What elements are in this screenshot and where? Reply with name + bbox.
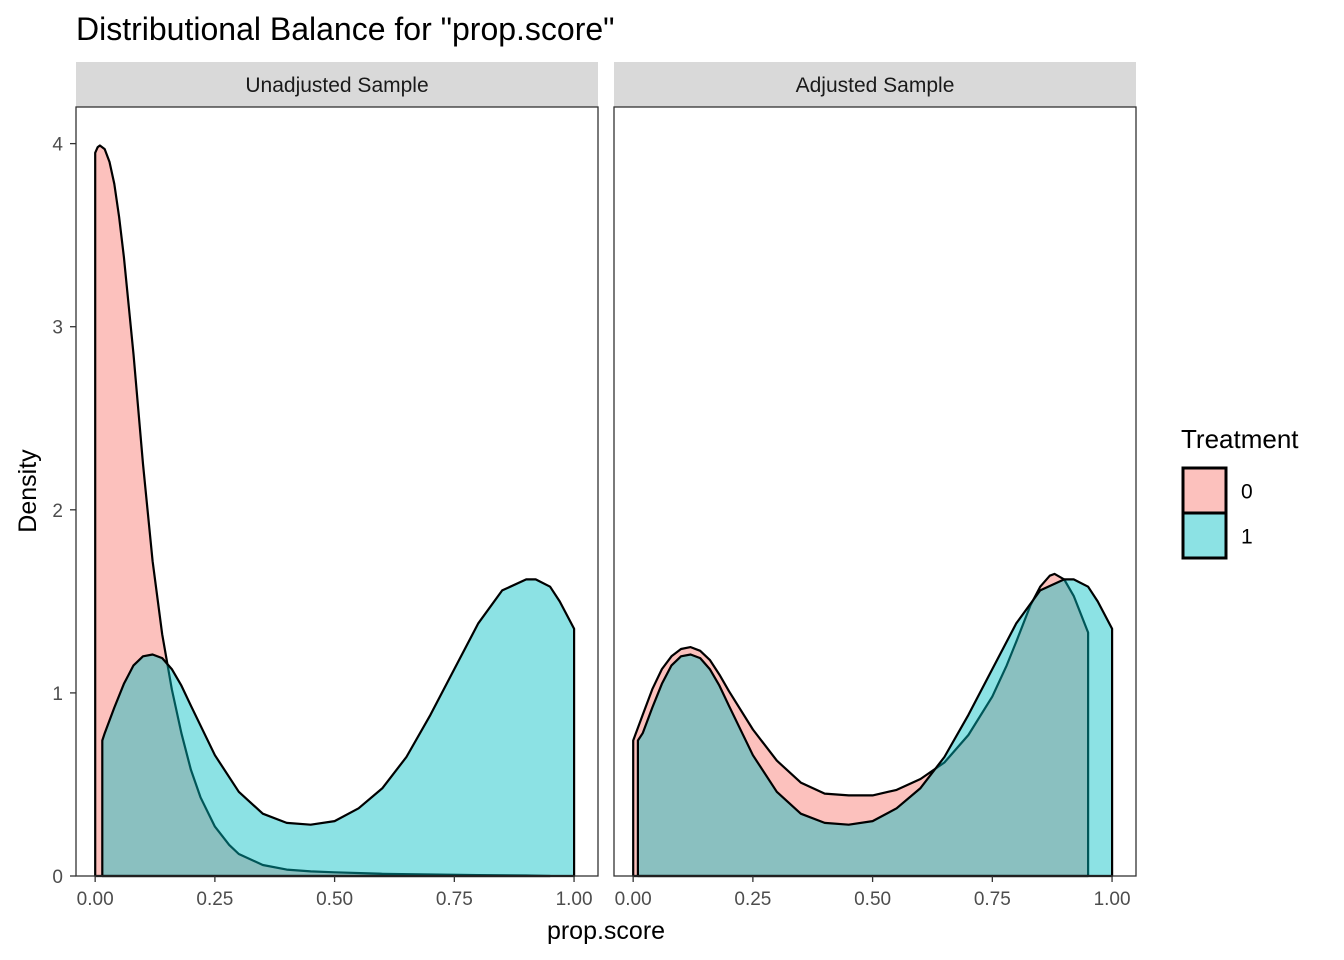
x-tick-label: 0.75	[974, 889, 1011, 910]
x-tick-label: 0.00	[77, 889, 114, 910]
density-area-treatment-1	[101, 578, 576, 878]
legend-label: 1	[1241, 526, 1253, 549]
density-area-treatment-0	[632, 572, 1090, 878]
y-tick-label: 4	[52, 135, 63, 156]
x-tick-label: 0.25	[196, 889, 233, 910]
facet-strip-label: Unadjusted Sample	[245, 74, 428, 97]
facet-strip	[614, 62, 1136, 107]
x-tick-label: 0.75	[436, 889, 473, 910]
x-tick-label: 0.50	[316, 889, 353, 910]
y-tick-label: 2	[52, 501, 63, 522]
legend-key-treatment-0	[1181, 466, 1228, 515]
x-tick-label: 0.25	[734, 889, 771, 910]
x-tick-label: 0.50	[854, 889, 891, 910]
y-tick-label: 0	[52, 867, 63, 888]
x-tick-label: 1.00	[556, 889, 593, 910]
legend-key-treatment-1	[1181, 511, 1228, 560]
facet-strip	[76, 62, 598, 107]
facet-panel: Unadjusted Sample 0.00 0.25 0.50 0.75 1.00 0 1 2…	[52, 62, 599, 910]
facets: Unadjusted Sample 0.00 0.25 0.50 0.75 1.00 0 1 2…	[52, 62, 1137, 910]
y-tick-label: 1	[52, 684, 63, 705]
chart-title: Distributional Balance for "prop.score"	[76, 11, 615, 47]
density-area-treatment-0	[94, 144, 552, 878]
facet-panel: Adjusted Sample 0.00 0.25 0.50 0.75 1.00	[613, 62, 1137, 910]
density-area-treatment-1	[636, 578, 1114, 878]
legend: Treatment 01	[1181, 424, 1299, 560]
panel-border	[75, 106, 599, 877]
legend-title: Treatment	[1181, 424, 1299, 454]
panel-border	[613, 106, 1137, 877]
y-axis-title: Density	[14, 449, 42, 533]
x-tick-label: 0.00	[615, 889, 652, 910]
facet-strip-label: Adjusted Sample	[796, 74, 955, 97]
legend-label: 0	[1241, 481, 1253, 504]
x-axis-title: prop.score	[547, 917, 665, 945]
legend-items: 01	[1181, 466, 1253, 560]
x-tick-label: 1.00	[1094, 889, 1131, 910]
y-tick-label: 3	[52, 318, 63, 339]
